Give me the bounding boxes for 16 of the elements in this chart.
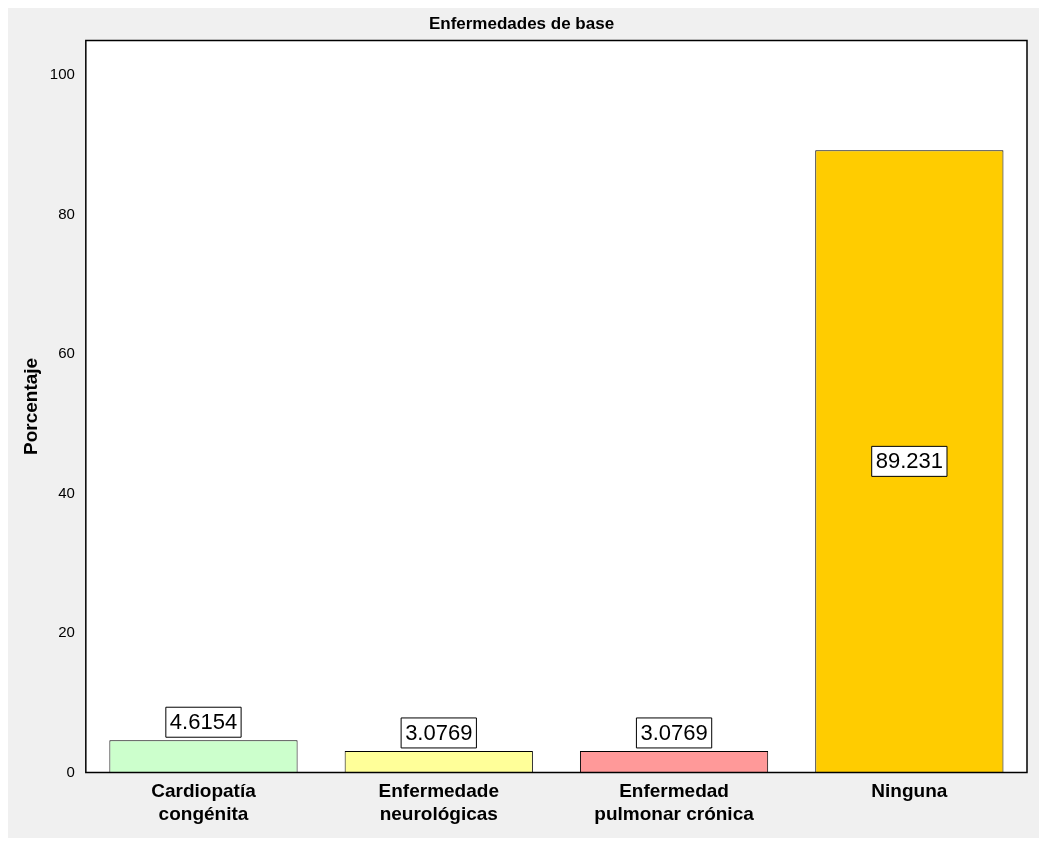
y-tick-label: 20	[58, 623, 75, 641]
y-tick-label: 80	[58, 204, 75, 222]
chart-title: Enfermedades de base	[428, 13, 615, 33]
x-tick-label: Enfermedad pulmonar crónica	[594, 780, 755, 824]
data-label: 3.0769	[640, 720, 708, 746]
y-tick-label: 0	[66, 762, 75, 780]
x-tick-label: Enfermedade neurológicas	[378, 780, 499, 824]
data-label: 3.0769	[405, 720, 473, 746]
y-tick-label: 100	[49, 65, 75, 83]
y-tick-label: 60	[58, 344, 75, 362]
y-axis-title: Porcentaje	[19, 357, 41, 455]
y-tick-label: 40	[58, 483, 75, 501]
data-label: 4.6154	[169, 709, 238, 735]
x-tick-label: Cardiopatía congénita	[151, 780, 257, 824]
x-tick-label: Ninguna	[871, 780, 948, 802]
data-label: 89.231	[875, 448, 943, 474]
